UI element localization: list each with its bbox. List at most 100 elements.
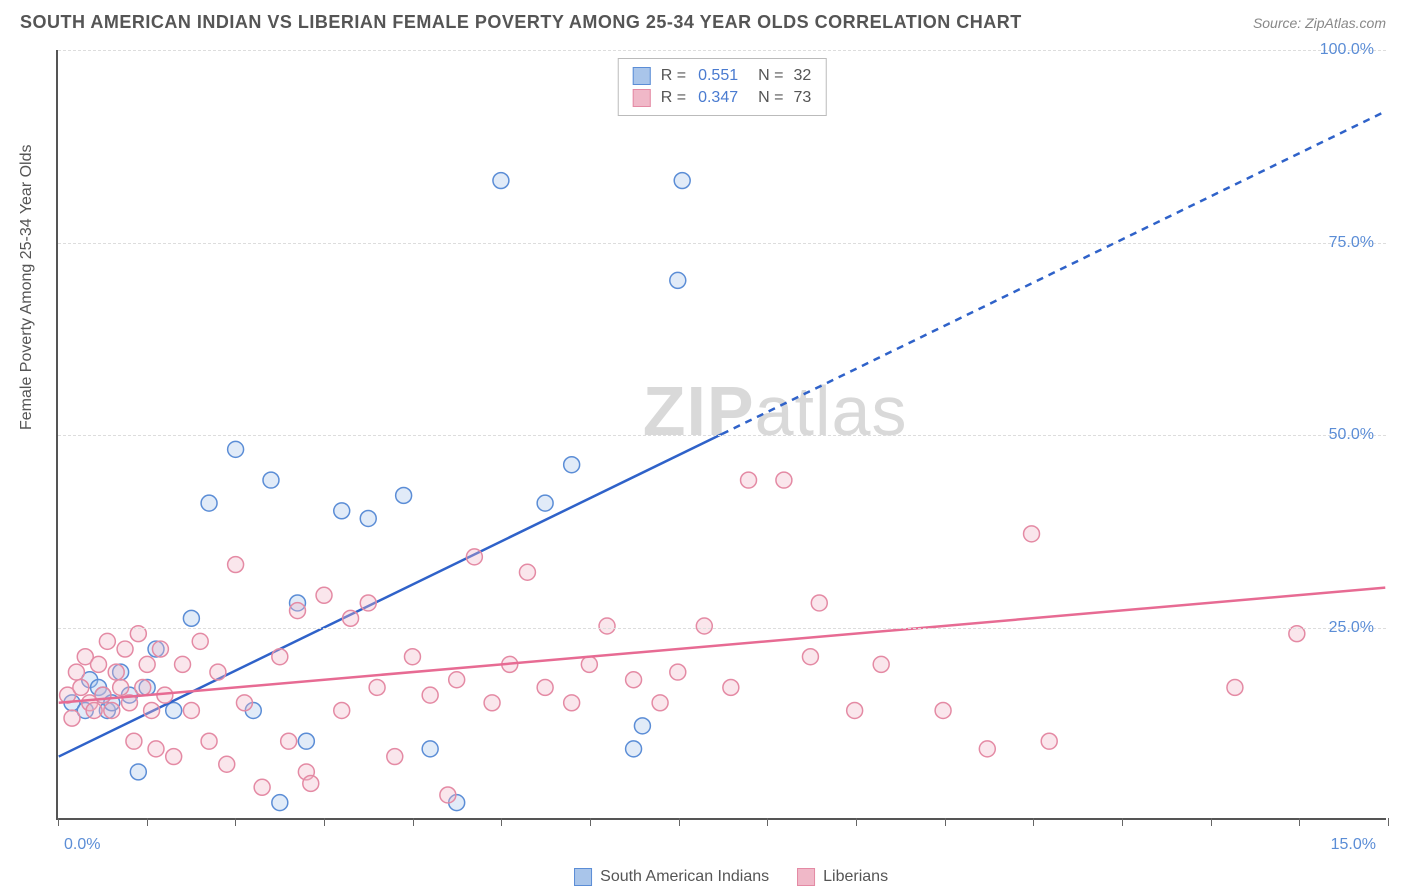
data-point (626, 672, 642, 688)
data-point (263, 472, 279, 488)
gridline (58, 243, 1386, 244)
x-tick (1033, 818, 1034, 826)
x-tick (945, 818, 946, 826)
data-point (64, 710, 80, 726)
data-point (126, 733, 142, 749)
series-legend: South American Indians Liberians (574, 868, 888, 886)
data-point (723, 679, 739, 695)
data-point (343, 610, 359, 626)
data-point (104, 703, 120, 719)
legend-series-label: South American Indians (600, 868, 769, 886)
data-point (152, 641, 168, 657)
header: SOUTH AMERICAN INDIAN VS LIBERIAN FEMALE… (0, 0, 1406, 41)
data-point (537, 495, 553, 511)
legend-r-value: 0.347 (698, 89, 738, 107)
y-tick-label: 100.0% (1320, 41, 1374, 59)
data-point (979, 741, 995, 757)
data-point (139, 656, 155, 672)
x-tick (1299, 818, 1300, 826)
data-point (802, 649, 818, 665)
scatter-svg (58, 50, 1386, 818)
data-point (334, 503, 350, 519)
y-tick-label: 25.0% (1329, 619, 1374, 637)
data-point (298, 733, 314, 749)
data-point (91, 656, 107, 672)
x-tick-label: 15.0% (1331, 836, 1376, 854)
legend-n-label: N = (758, 89, 783, 107)
data-point (228, 441, 244, 457)
data-point (564, 457, 580, 473)
data-point (148, 741, 164, 757)
data-point (192, 633, 208, 649)
legend-n-value: 32 (793, 67, 811, 85)
data-point (228, 557, 244, 573)
data-point (303, 775, 319, 791)
data-point (387, 749, 403, 765)
data-point (236, 695, 252, 711)
data-point (360, 511, 376, 527)
source-attribution: Source: ZipAtlas.com (1253, 15, 1386, 31)
data-point (95, 687, 111, 703)
data-point (404, 649, 420, 665)
data-point (254, 779, 270, 795)
data-point (334, 703, 350, 719)
data-point (117, 641, 133, 657)
legend-r-value: 0.551 (698, 67, 738, 85)
data-point (272, 649, 288, 665)
data-point (369, 679, 385, 695)
data-point (1227, 679, 1243, 695)
legend-r-label: R = (661, 89, 686, 107)
x-tick (1211, 818, 1212, 826)
y-axis-label: Female Poverty Among 25-34 Year Olds (18, 145, 36, 431)
data-point (175, 656, 191, 672)
data-point (670, 664, 686, 680)
data-point (873, 656, 889, 672)
data-point (183, 703, 199, 719)
legend-r-label: R = (661, 67, 686, 85)
legend-series-label: Liberians (823, 868, 888, 886)
data-point (219, 756, 235, 772)
data-point (696, 618, 712, 634)
data-point (670, 272, 686, 288)
legend-swatch (633, 67, 651, 85)
data-point (272, 795, 288, 811)
x-tick (856, 818, 857, 826)
data-point (210, 664, 226, 680)
x-tick (58, 818, 59, 826)
data-point (99, 633, 115, 649)
x-tick (324, 818, 325, 826)
data-point (135, 679, 151, 695)
correlation-legend: R = 0.551 N = 32 R = 0.347 N = 73 (618, 58, 827, 116)
data-point (360, 595, 376, 611)
legend-n-label: N = (758, 67, 783, 85)
data-point (652, 695, 668, 711)
data-point (422, 741, 438, 757)
data-point (466, 549, 482, 565)
gridline (58, 50, 1386, 51)
data-point (519, 564, 535, 580)
data-point (183, 610, 199, 626)
data-point (811, 595, 827, 611)
legend-correlation-row: R = 0.551 N = 32 (633, 65, 812, 87)
legend-swatch (797, 868, 815, 886)
data-point (847, 703, 863, 719)
x-tick-label: 0.0% (64, 836, 100, 854)
x-tick (590, 818, 591, 826)
data-point (144, 703, 160, 719)
x-tick (235, 818, 236, 826)
legend-swatch (574, 868, 592, 886)
data-point (201, 495, 217, 511)
x-tick (1122, 818, 1123, 826)
x-tick (501, 818, 502, 826)
data-point (741, 472, 757, 488)
data-point (1024, 526, 1040, 542)
data-point (166, 703, 182, 719)
data-point (634, 718, 650, 734)
data-point (316, 587, 332, 603)
legend-swatch (633, 89, 651, 107)
data-point (396, 487, 412, 503)
data-point (674, 173, 690, 189)
legend-n-value: 73 (793, 89, 811, 107)
legend-series-item: Liberians (797, 868, 888, 886)
data-point (113, 679, 129, 695)
